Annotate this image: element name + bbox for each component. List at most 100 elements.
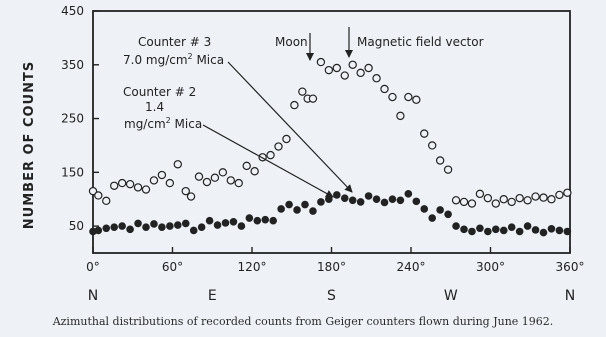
data-point-open xyxy=(539,193,548,202)
data-point-open xyxy=(157,170,167,180)
data-point-filled xyxy=(150,220,158,228)
data-point-filled xyxy=(460,225,468,234)
data-point-filled xyxy=(309,207,317,215)
x-tick-label: 360° xyxy=(556,260,585,274)
data-point-open xyxy=(332,63,341,73)
counter2-pointer xyxy=(202,124,334,198)
compass-label: N xyxy=(565,288,575,304)
data-point-filled xyxy=(547,225,556,233)
data-point-open xyxy=(250,167,259,176)
data-point-filled xyxy=(221,219,230,227)
series-counter-3 xyxy=(88,57,572,208)
x-tick-label: 180° xyxy=(317,260,346,274)
data-point-filled xyxy=(261,215,270,224)
data-point-filled xyxy=(492,225,500,234)
data-point-filled xyxy=(444,210,452,219)
data-point-filled xyxy=(499,226,508,235)
data-point-open xyxy=(181,186,190,196)
data-point-open xyxy=(372,74,381,83)
data-point-filled xyxy=(293,206,301,214)
data-point-open xyxy=(388,92,397,102)
data-point-open xyxy=(364,63,373,73)
data-point-open xyxy=(117,178,127,188)
data-point-filled xyxy=(452,222,460,230)
data-point-open xyxy=(165,178,175,188)
moon-label: Moon xyxy=(275,35,308,49)
data-point-filled xyxy=(476,224,484,233)
counter2-label-line2: 1.4 xyxy=(145,100,164,114)
x-tick-label: 240° xyxy=(397,260,426,274)
data-point-open xyxy=(475,189,485,199)
data-point-filled xyxy=(253,216,262,225)
data-point-open xyxy=(412,95,421,104)
data-point-open xyxy=(242,161,251,171)
data-point-filled xyxy=(189,226,198,235)
data-point-open xyxy=(218,168,228,177)
data-point-filled xyxy=(340,194,349,202)
data-point-open xyxy=(308,94,318,103)
data-point-open xyxy=(109,181,119,190)
counter2-label-line1: Counter # 2 xyxy=(123,85,196,99)
data-point-open xyxy=(499,195,508,204)
data-point-open xyxy=(420,129,429,138)
data-point-open xyxy=(531,192,540,201)
data-point-open xyxy=(186,192,196,201)
data-point-filled xyxy=(333,191,341,199)
data-point-filled xyxy=(301,200,309,209)
data-point-open xyxy=(515,193,524,203)
data-point-filled xyxy=(94,226,103,235)
data-point-open xyxy=(141,185,151,194)
counter3-label-line2: 7.0 mg/cm2 Mica xyxy=(123,52,224,67)
data-point-open xyxy=(443,165,453,174)
data-point-open xyxy=(194,172,204,181)
y-tick-label: 250 xyxy=(61,112,84,126)
data-point-filled xyxy=(102,224,111,233)
data-point-open xyxy=(88,186,98,196)
data-point-filled xyxy=(436,206,444,214)
data-point-filled xyxy=(484,227,492,236)
data-point-filled xyxy=(420,205,429,213)
data-point-filled xyxy=(404,190,413,198)
figure-caption: Azimuthal distributions of recorded coun… xyxy=(52,315,554,328)
data-point-open xyxy=(435,156,445,165)
data-point-open xyxy=(149,176,159,185)
data-point-open xyxy=(483,193,493,203)
data-point-open xyxy=(380,84,389,94)
data-point-open xyxy=(234,178,243,188)
data-point-filled xyxy=(229,218,238,226)
compass-label: N xyxy=(88,288,98,304)
counter3-pointer xyxy=(227,61,353,193)
y-tick-label: 150 xyxy=(61,165,84,179)
data-point-open xyxy=(523,196,532,205)
data-point-open xyxy=(356,68,365,78)
data-point-open xyxy=(266,150,275,160)
data-point-open xyxy=(226,176,235,185)
y-tick-label: 450 xyxy=(61,4,84,18)
counter3-label-line1: Counter # 3 xyxy=(138,35,211,49)
data-point-filled xyxy=(174,221,182,229)
data-point-filled xyxy=(348,196,357,205)
data-point-filled xyxy=(181,219,190,228)
data-point-filled xyxy=(531,226,540,234)
data-point-open xyxy=(547,195,556,204)
data-point-open xyxy=(555,190,564,200)
data-point-filled xyxy=(380,198,389,207)
x-tick-label: 120° xyxy=(238,260,267,274)
y-axis: 50 150 250 350 450 xyxy=(61,4,99,233)
data-point-open xyxy=(173,160,182,169)
series-counter-2 xyxy=(89,190,572,237)
data-point-filled xyxy=(245,214,254,222)
data-point-open xyxy=(507,197,516,207)
data-point-filled xyxy=(356,198,365,206)
data-point-open xyxy=(316,57,326,67)
data-point-filled xyxy=(563,227,572,236)
data-point-open xyxy=(396,111,405,121)
data-point-open xyxy=(451,196,461,205)
data-point-open xyxy=(459,197,469,207)
data-point-open xyxy=(298,87,307,96)
data-point-filled xyxy=(515,227,524,236)
data-point-open xyxy=(133,183,143,192)
magnetic-field-label: Magnetic field vector xyxy=(357,35,484,49)
